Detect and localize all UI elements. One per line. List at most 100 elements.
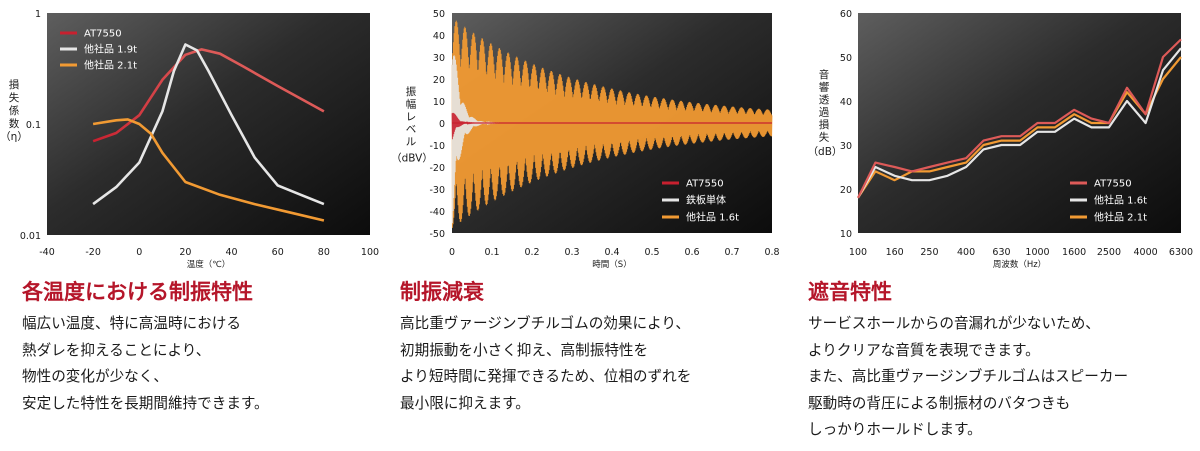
y-tick-label: 50 [840, 53, 852, 64]
y-axis-label: 透 [819, 94, 830, 106]
series-line [92, 118, 325, 222]
description-line: より短時間に発揮できるため、位相のずれを [400, 368, 692, 385]
y-tick-label: 10 [840, 229, 852, 240]
y-tick-label: 10 [433, 97, 445, 108]
panel-sound-insulation: 100 160 250 400 630 1000 1600 2500 4000 6300 60 50 4… [800, 0, 1200, 451]
description-line: よりクリアな音質を表現できます。 [808, 341, 1040, 359]
y-tick-label: 0 [439, 119, 445, 130]
y-tick-label: 50 [433, 9, 445, 20]
x-tick-label: 1000 [1025, 247, 1049, 258]
series-line [857, 47, 1182, 199]
series-line [92, 43, 325, 206]
y-tick-label: 30 [840, 141, 852, 152]
x-tick-label: 0.8 [764, 247, 779, 258]
x-tick-label: 100 [361, 247, 379, 258]
x-tick-label: 0.2 [524, 247, 539, 258]
x-tick-label: 0 [136, 247, 142, 258]
y-tick-label: 0.01 [20, 231, 41, 242]
description-line: また、高比重ヴァージンブチルゴムはスピーカー [808, 368, 1129, 385]
y-axis-label: 音 [819, 68, 830, 81]
legend-label: 他社品 1.9t [84, 43, 137, 56]
legend-label: 他社品 1.6t [1094, 194, 1147, 207]
x-tick-label: -40 [39, 247, 55, 258]
y-axis-label: 損 [819, 118, 830, 131]
y-tick-label: 40 [840, 97, 852, 108]
y-axis-label: 損 [9, 78, 20, 91]
y-axis-label: 振 [406, 85, 417, 98]
x-axis-label: 温度（℃） [187, 259, 231, 270]
panel-heading: 遮音特性 [808, 280, 892, 304]
x-tick-label: 0.7 [724, 247, 739, 258]
description-line: 高比重ヴァージンブチルゴムの効果により、 [400, 315, 690, 332]
x-tick-label: 630 [992, 247, 1010, 258]
y-axis-label: （dBV） [391, 153, 433, 165]
x-tick-label: 100 [849, 247, 867, 258]
panel-description: 幅広い温度、特に高温時における 熱ダレを抑えることにより、 物性の変化が少なく、… [22, 311, 269, 417]
legend-label: AT7550 [686, 179, 724, 190]
y-axis-label: （dB） [808, 146, 843, 158]
y-axis-label: 失 [9, 91, 20, 104]
x-tick-label: 40 [226, 247, 238, 258]
y-tick-label: 60 [840, 9, 852, 20]
x-tick-label: 0.5 [644, 247, 659, 258]
description-line: 物性の変化が少なく、 [22, 368, 168, 385]
description-line: 初期振動を小さく抑え、高制振特性を [400, 341, 649, 359]
x-tick-label: 0.1 [484, 247, 499, 258]
y-tick-label: -30 [429, 185, 445, 196]
x-tick-label: 0 [449, 247, 455, 258]
y-axis-label: 過 [819, 107, 830, 119]
panel-temperature: -40 -20 0 20 40 60 80 100 1 0.1 0.01 温度（℃） 損失係数（η） AT… [0, 0, 400, 451]
description-line: 安定した特性を長期間維持できます。 [22, 394, 269, 412]
y-axis-label: ベ [406, 124, 417, 136]
series-line [857, 38, 1182, 199]
x-tick-label: 0.4 [604, 247, 619, 258]
x-tick-label: 4000 [1133, 247, 1157, 258]
x-tick-label: 2500 [1097, 247, 1121, 258]
transmission-loss-chart: 100 160 250 400 630 1000 1600 2500 4000 6300 60 50 4… [808, 9, 1194, 270]
y-tick-label: -40 [429, 207, 445, 218]
panel-description: 高比重ヴァージンブチルゴムの効果により、 初期振動を小さく抑え、高制振特性を よ… [400, 311, 691, 417]
x-axis-label: 周波数（Hz） [993, 259, 1046, 270]
description-line: 駆動時の背圧による制振材のバタつきも [808, 394, 1071, 412]
x-tick-label: 160 [886, 247, 904, 258]
panel-description: サービスホールからの音漏れが少ないため、 よりクリアな音質を表現できます。 また… [808, 311, 1128, 444]
y-tick-label: 20 [840, 185, 852, 196]
description-line: しっかりホールドします。 [808, 421, 982, 438]
y-axis-label: 幅 [406, 98, 417, 111]
x-tick-label: 6300 [1169, 247, 1193, 258]
x-tick-label: 80 [318, 247, 330, 258]
y-tick-label: -50 [429, 229, 445, 240]
x-tick-label: 0.6 [684, 247, 699, 258]
x-axis-label: 時間（S） [592, 259, 631, 270]
panel-heading: 制振減衰 [400, 280, 484, 304]
y-tick-label: 40 [433, 31, 445, 42]
description-line: 熱ダレを抑えることにより、 [22, 341, 211, 359]
y-tick-label: 1 [35, 9, 41, 20]
legend-label: AT7550 [1094, 179, 1132, 190]
legend-label: 他社品 2.1t [84, 59, 137, 72]
y-axis-label: 響 [819, 81, 830, 94]
y-axis-label: ル [406, 136, 417, 148]
y-axis-label: レ [406, 111, 417, 123]
y-axis-label: 失 [819, 131, 830, 144]
x-tick-label: 0.3 [564, 247, 579, 258]
panel-damping: 0 0.1 0.2 0.3 0.4 0.5 0.6 0.7 0.8 50 40 30 20 10 0 -10 -… [391, 0, 800, 451]
legend-label: 他社品 1.6t [686, 211, 739, 224]
plot-area [858, 13, 1181, 233]
x-tick-label: 1600 [1062, 247, 1086, 258]
panel-heading: 各温度における制振特性 [22, 280, 253, 304]
x-tick-label: -20 [85, 247, 101, 258]
legend-label: AT7550 [84, 29, 122, 40]
legend-label: 鉄板単体 [686, 194, 726, 207]
series-waveform [451, 20, 773, 228]
y-axis-label: 係 [9, 105, 20, 117]
y-axis-label: （η） [0, 131, 28, 143]
x-tick-label: 60 [272, 247, 284, 258]
amplitude-decay-chart: 0 0.1 0.2 0.3 0.4 0.5 0.6 0.7 0.8 50 40 30 20 10 0 -10 -… [391, 9, 779, 270]
x-tick-label: 250 [920, 247, 938, 258]
x-tick-label: 20 [179, 247, 191, 258]
series-line [92, 48, 325, 143]
y-tick-label: 20 [433, 75, 445, 86]
y-tick-label: -10 [429, 141, 445, 152]
